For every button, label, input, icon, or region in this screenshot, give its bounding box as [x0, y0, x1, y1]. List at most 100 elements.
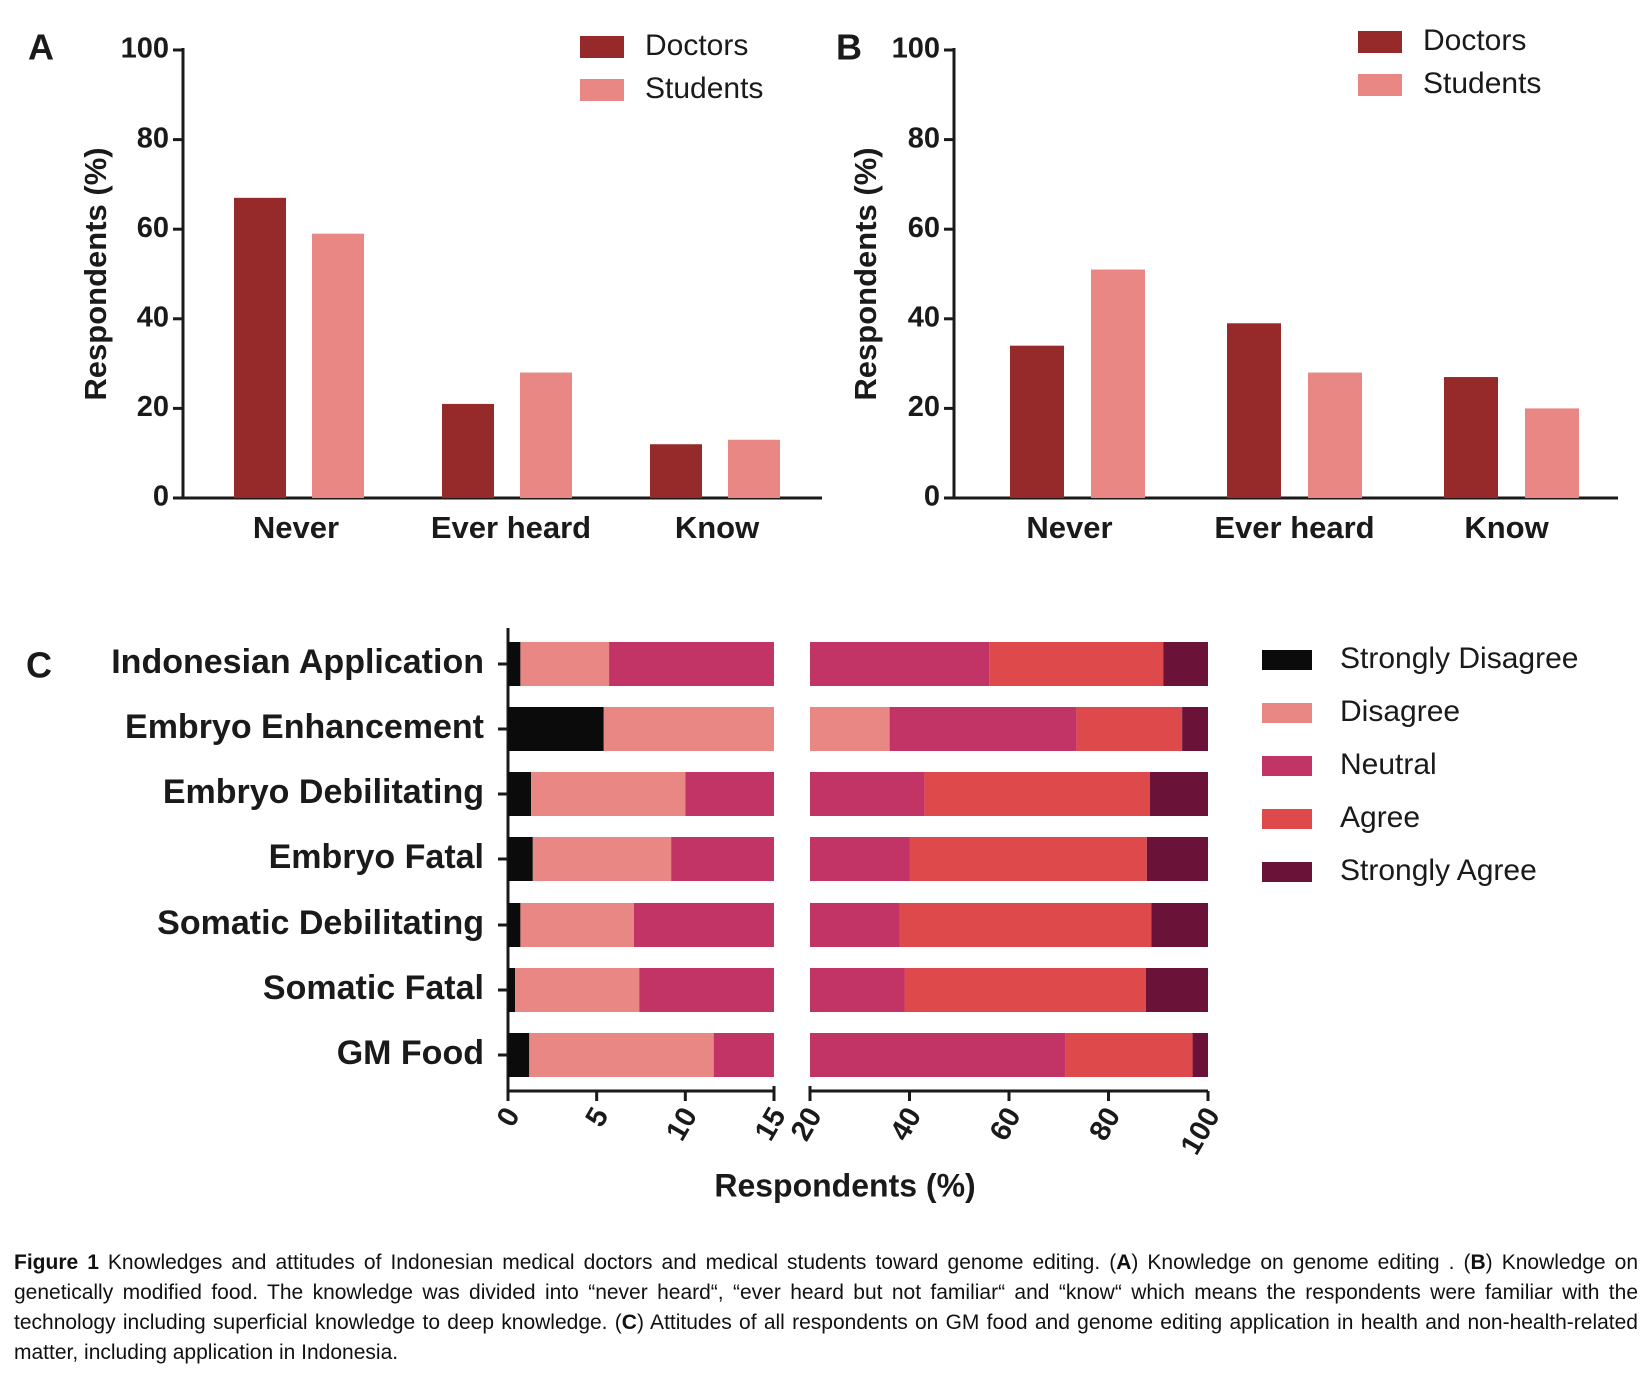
y-tick-label: 100 — [892, 33, 940, 65]
bar-segment-strongly-agree-indonesian-application-right — [1163, 642, 1208, 686]
x-tick-label: 10 — [660, 1102, 704, 1146]
legend-swatch-neutral — [1262, 756, 1312, 776]
legend-swatch-students — [1358, 74, 1402, 96]
legend-label-doctors: Doctors — [1423, 24, 1526, 57]
bar-segment-strongly-agree-gm-food-right — [1192, 1033, 1208, 1077]
bar-segment-strongly-disagree-gm-food — [508, 1033, 530, 1077]
bar-segment-neutral-somatic-debilitating-right — [810, 903, 900, 947]
caption-text-4: ) Attitudes of all respondents on GM foo… — [14, 1311, 1638, 1364]
legend-swatch-disagree — [1262, 703, 1312, 723]
bar-segment-neutral-somatic-debilitating — [633, 903, 774, 947]
x-tick-label: 0 — [491, 1102, 527, 1132]
bar-segment-neutral-embryo-debilitating — [685, 772, 774, 816]
y-tick-label: 100 — [121, 33, 169, 65]
panel-label-b: B — [836, 27, 862, 68]
bar-segment-disagree-embryo-enhancement — [603, 707, 774, 751]
x-tick-label-ever-heard: Ever heard — [1214, 510, 1374, 545]
bar-segment-agree-embryo-debilitating-right — [924, 772, 1150, 816]
legend-swatch-agree — [1262, 809, 1312, 829]
x-tick-label: 80 — [1083, 1102, 1127, 1146]
bar-segment-strongly-disagree-embryo-debilitating — [508, 772, 532, 816]
bar-segment-strongly-disagree-embryo-enhancement — [508, 707, 604, 751]
bar-doctors-ever-heard — [1227, 323, 1281, 498]
bar-doctors-know — [1444, 377, 1498, 498]
x-tick-label-ever-heard: Ever heard — [431, 510, 591, 545]
caption-text-2: ) Knowledge on genome editing . ( — [1131, 1251, 1471, 1274]
bar-students-never — [1091, 269, 1145, 498]
legend-label-strongly-agree: Strongly Agree — [1340, 854, 1537, 887]
panel-b: B 0 20 40 60 80 100 Respondents (%) Never Ever he… — [836, 24, 1618, 545]
panel-label-c: C — [26, 645, 52, 686]
bar-segment-disagree-gm-food — [529, 1033, 714, 1077]
category-label-somatic-debilitating: Somatic Debilitating — [157, 904, 484, 942]
y-axis-label: Respondents (%) — [848, 147, 883, 400]
x-tick-label: 20 — [785, 1102, 829, 1146]
x-tick-label: 5 — [580, 1102, 616, 1132]
legend-label-strongly-disagree: Strongly Disagree — [1340, 642, 1578, 675]
figure-caption: Figure 1 Knowledges and attitudes of Ind… — [14, 1248, 1638, 1368]
panel-a: A 0 20 40 60 80 100 Respondents (%) Never Ever he… — [28, 27, 822, 545]
bar-segment-agree-embryo-enhancement-right — [1076, 707, 1183, 751]
legend-swatch-doctors — [580, 36, 624, 58]
bar-segment-strongly-agree-embryo-enhancement-right — [1182, 707, 1208, 751]
legend-swatch-strongly-agree — [1262, 862, 1312, 882]
x-tick-label-know: Know — [675, 510, 760, 545]
bar-segment-neutral-somatic-fatal — [639, 968, 774, 1012]
category-label-gm-food: GM Food — [337, 1034, 484, 1072]
bar-doctors-know — [650, 444, 702, 498]
legend-label-agree: Agree — [1340, 801, 1420, 834]
y-tick-label: 40 — [137, 301, 169, 333]
bar-students-know — [1525, 408, 1579, 498]
x-tick-label-know: Know — [1464, 510, 1549, 545]
x-tick-label: 15 — [749, 1102, 793, 1146]
bar-students-ever-heard — [1308, 372, 1362, 498]
legend-label-students: Students — [645, 72, 763, 105]
x-tick-label-never: Never — [1026, 510, 1112, 545]
bar-segment-disagree-embryo-debilitating — [531, 772, 686, 816]
category-label-indonesian-application: Indonesian Application — [111, 643, 484, 681]
bar-segment-neutral-gm-food — [713, 1033, 774, 1077]
bar-segment-neutral-embryo-fatal — [671, 837, 774, 881]
bar-segment-neutral-embryo-debilitating-right — [810, 772, 925, 816]
bar-students-never — [312, 233, 364, 498]
bar-segment-disagree-indonesian-application — [520, 642, 610, 686]
legend-label-students: Students — [1423, 67, 1541, 100]
y-tick-label: 20 — [908, 391, 940, 423]
panel-c: C Indonesian Application Embryo Enhancemen… — [26, 628, 1578, 1203]
bar-segment-agree-indonesian-application-right — [989, 642, 1164, 686]
y-tick-label: 80 — [908, 122, 940, 154]
panel-label-a: A — [28, 27, 54, 68]
y-tick-label: 40 — [908, 301, 940, 333]
bar-segment-disagree-somatic-fatal — [515, 968, 640, 1012]
bar-students-ever-heard — [520, 372, 572, 498]
x-tick-label-never: Never — [253, 510, 339, 545]
legend-swatch-doctors — [1358, 31, 1402, 53]
caption-text-1: Knowledges and attitudes of Indonesian m… — [98, 1251, 1117, 1274]
x-tick-label: 40 — [884, 1102, 928, 1146]
bar-segment-disagree-embryo-fatal — [532, 837, 672, 881]
bar-segment-strongly-disagree-somatic-debilitating — [508, 903, 521, 947]
y-tick-label: 80 — [137, 122, 169, 154]
x-tick-label: 60 — [984, 1102, 1028, 1146]
caption-label: Figure 1 — [14, 1251, 99, 1274]
bar-segment-neutral-gm-food-right — [810, 1033, 1066, 1077]
legend-swatch-students — [580, 79, 624, 101]
x-axis-label: Respondents (%) — [714, 1167, 975, 1203]
legend-swatch-strongly-disagree — [1262, 650, 1312, 670]
legend-label-neutral: Neutral — [1340, 748, 1437, 781]
category-label-embryo-debilitating: Embryo Debilitating — [163, 773, 484, 811]
bar-segment-neutral-embryo-fatal-right — [810, 837, 910, 881]
x-tick-label: 100 — [1175, 1102, 1227, 1160]
bar-segment-neutral-embryo-enhancement-right — [889, 707, 1077, 751]
bar-segment-neutral-indonesian-application — [609, 642, 774, 686]
y-tick-label: 60 — [908, 212, 940, 244]
bar-students-know — [728, 439, 780, 498]
caption-text-3: ) Knowledge on genetically modified food… — [14, 1251, 1639, 1334]
category-label-somatic-fatal: Somatic Fatal — [263, 969, 484, 1007]
caption-ref-b: B — [1470, 1251, 1486, 1274]
bar-segment-strongly-disagree-indonesian-application — [508, 642, 521, 686]
bar-segment-agree-somatic-fatal-right — [904, 968, 1146, 1012]
y-tick-label: 60 — [137, 212, 169, 244]
y-tick-label: 0 — [153, 481, 169, 513]
